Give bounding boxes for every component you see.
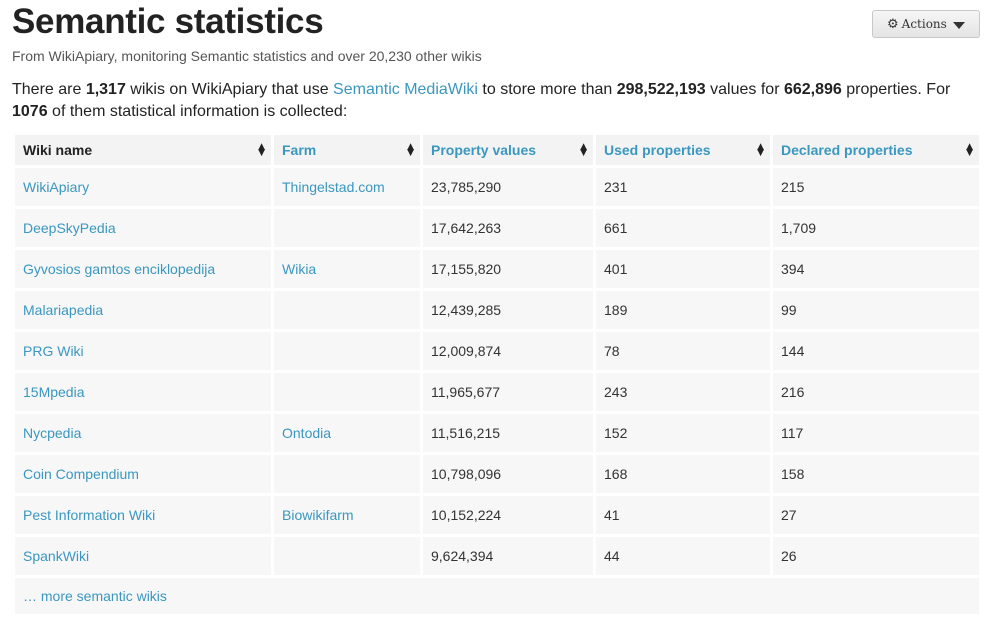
actions-button[interactable]: ⚙ Actions — [872, 10, 980, 38]
sort-icon: ▲ ▼ — [966, 142, 973, 158]
wiki-name-link[interactable]: PRG Wiki — [15, 332, 271, 370]
used-properties-cell: 152 — [596, 414, 770, 452]
property-values-cell: 9,624,394 — [423, 537, 593, 575]
semantic-mediawiki-link[interactable]: Semantic MediaWiki — [333, 81, 478, 98]
wiki-name-link[interactable]: WikiApiary — [15, 168, 271, 206]
used-properties-cell: 231 — [596, 168, 770, 206]
intro-text: properties. For — [841, 81, 951, 98]
used-properties-cell: 78 — [596, 332, 770, 370]
values-count: 298,522,193 — [616, 81, 706, 98]
property-values-cell: 17,155,820 — [423, 250, 593, 288]
intro-text: There are — [12, 81, 86, 98]
farm-cell — [274, 537, 420, 575]
declared-properties-cell: 394 — [773, 250, 979, 288]
farm-link[interactable]: Thingelstad.com — [274, 168, 420, 206]
page-title: Semantic statistics — [12, 2, 324, 41]
col-header-property-values[interactable]: Property values ▲ ▼ — [423, 135, 593, 165]
intro-paragraph: There are 1,317 wikis on WikiApiary that… — [12, 79, 982, 123]
declared-properties-cell: 26 — [773, 537, 979, 575]
table-row: Malariapedia 12,439,285 189 99 — [15, 291, 979, 329]
property-values-cell: 12,439,285 — [423, 291, 593, 329]
declared-properties-cell: 1,709 — [773, 209, 979, 247]
used-properties-cell: 189 — [596, 291, 770, 329]
property-values-cell: 11,516,215 — [423, 414, 593, 452]
col-header-wiki-name[interactable]: Wiki name ▲ ▼ — [15, 135, 271, 165]
farm-link[interactable]: Ontodia — [274, 414, 420, 452]
used-properties-cell: 661 — [596, 209, 770, 247]
more-semantic-wikis-link[interactable]: … more semantic wikis — [15, 578, 979, 614]
col-header-declared-properties[interactable]: Declared properties ▲ ▼ — [773, 135, 979, 165]
wiki-name-link[interactable]: 15Mpedia — [15, 373, 271, 411]
table-row: Pest Information Wiki Biowikifarm 10,152… — [15, 496, 979, 534]
col-header-used-properties[interactable]: Used properties ▲ ▼ — [596, 135, 770, 165]
farm-cell — [274, 373, 420, 411]
caret-down-icon — [953, 22, 965, 29]
actions-label: Actions — [901, 17, 947, 31]
col-header-label: Declared properties — [781, 142, 913, 158]
intro-text: values for — [705, 81, 784, 98]
col-header-label: Farm — [282, 142, 317, 158]
declared-properties-cell: 27 — [773, 496, 979, 534]
table-row: Coin Compendium 10,798,096 168 158 — [15, 455, 979, 493]
property-values-cell: 10,798,096 — [423, 455, 593, 493]
table-row: DeepSkyPedia 17,642,263 661 1,709 — [15, 209, 979, 247]
declared-properties-cell: 117 — [773, 414, 979, 452]
farm-cell — [274, 291, 420, 329]
used-properties-cell: 243 — [596, 373, 770, 411]
more-row: … more semantic wikis — [15, 578, 979, 614]
table-row: SpankWiki 9,624,394 44 26 — [15, 537, 979, 575]
sort-icon: ▲ ▼ — [258, 142, 265, 158]
used-properties-cell: 44 — [596, 537, 770, 575]
declared-properties-cell: 144 — [773, 332, 979, 370]
gear-icon: ⚙ — [887, 16, 899, 32]
property-values-cell: 17,642,263 — [423, 209, 593, 247]
intro-text: to store more than — [477, 81, 617, 98]
table-row: Nycpedia Ontodia 11,516,215 152 117 — [15, 414, 979, 452]
used-properties-cell: 168 — [596, 455, 770, 493]
page-subtitle: From WikiApiary, monitoring Semantic sta… — [12, 48, 482, 64]
intro-text: wikis on WikiApiary that use — [125, 81, 334, 98]
col-header-farm[interactable]: Farm ▲ ▼ — [274, 135, 420, 165]
sort-icon: ▲ ▼ — [580, 142, 587, 158]
col-header-label: Wiki name — [23, 142, 93, 158]
table-row: PRG Wiki 12,009,874 78 144 — [15, 332, 979, 370]
wiki-name-link[interactable]: Malariapedia — [15, 291, 271, 329]
used-properties-cell: 41 — [596, 496, 770, 534]
wiki-name-link[interactable]: Coin Compendium — [15, 455, 271, 493]
col-header-label: Property values — [431, 142, 537, 158]
wikis-count: 1,317 — [85, 81, 126, 98]
farm-link[interactable]: Biowikifarm — [274, 496, 420, 534]
property-values-cell: 12,009,874 — [423, 332, 593, 370]
farm-cell — [274, 332, 420, 370]
declared-properties-cell: 215 — [773, 168, 979, 206]
table-row: 15Mpedia 11,965,677 243 216 — [15, 373, 979, 411]
wiki-name-link[interactable]: Gyvosios gamtos enciklopedija — [15, 250, 271, 288]
properties-count: 662,896 — [783, 81, 842, 98]
property-values-cell: 23,785,290 — [423, 168, 593, 206]
collected-count: 1076 — [12, 103, 48, 120]
sort-icon: ▲ ▼ — [757, 142, 764, 158]
table-row: Gyvosios gamtos enciklopedija Wikia 17,1… — [15, 250, 979, 288]
semantic-stats-table: Wiki name ▲ ▼ Farm ▲ ▼ Property values ▲ ▼ Use… — [12, 132, 982, 617]
farm-link[interactable]: Wikia — [274, 250, 420, 288]
wiki-name-link[interactable]: Nycpedia — [15, 414, 271, 452]
used-properties-cell: 401 — [596, 250, 770, 288]
table-row: WikiApiary Thingelstad.com 23,785,290 23… — [15, 168, 979, 206]
declared-properties-cell: 158 — [773, 455, 979, 493]
farm-cell — [274, 209, 420, 247]
table-header-row: Wiki name ▲ ▼ Farm ▲ ▼ Property values ▲ ▼ Use… — [15, 135, 979, 165]
declared-properties-cell: 99 — [773, 291, 979, 329]
wiki-name-link[interactable]: Pest Information Wiki — [15, 496, 271, 534]
col-header-label: Used properties — [604, 142, 711, 158]
intro-text: of them statistical information is colle… — [47, 103, 348, 120]
wiki-name-link[interactable]: DeepSkyPedia — [15, 209, 271, 247]
wiki-name-link[interactable]: SpankWiki — [15, 537, 271, 575]
sort-icon: ▲ ▼ — [407, 142, 414, 158]
property-values-cell: 11,965,677 — [423, 373, 593, 411]
declared-properties-cell: 216 — [773, 373, 979, 411]
farm-cell — [274, 455, 420, 493]
property-values-cell: 10,152,224 — [423, 496, 593, 534]
